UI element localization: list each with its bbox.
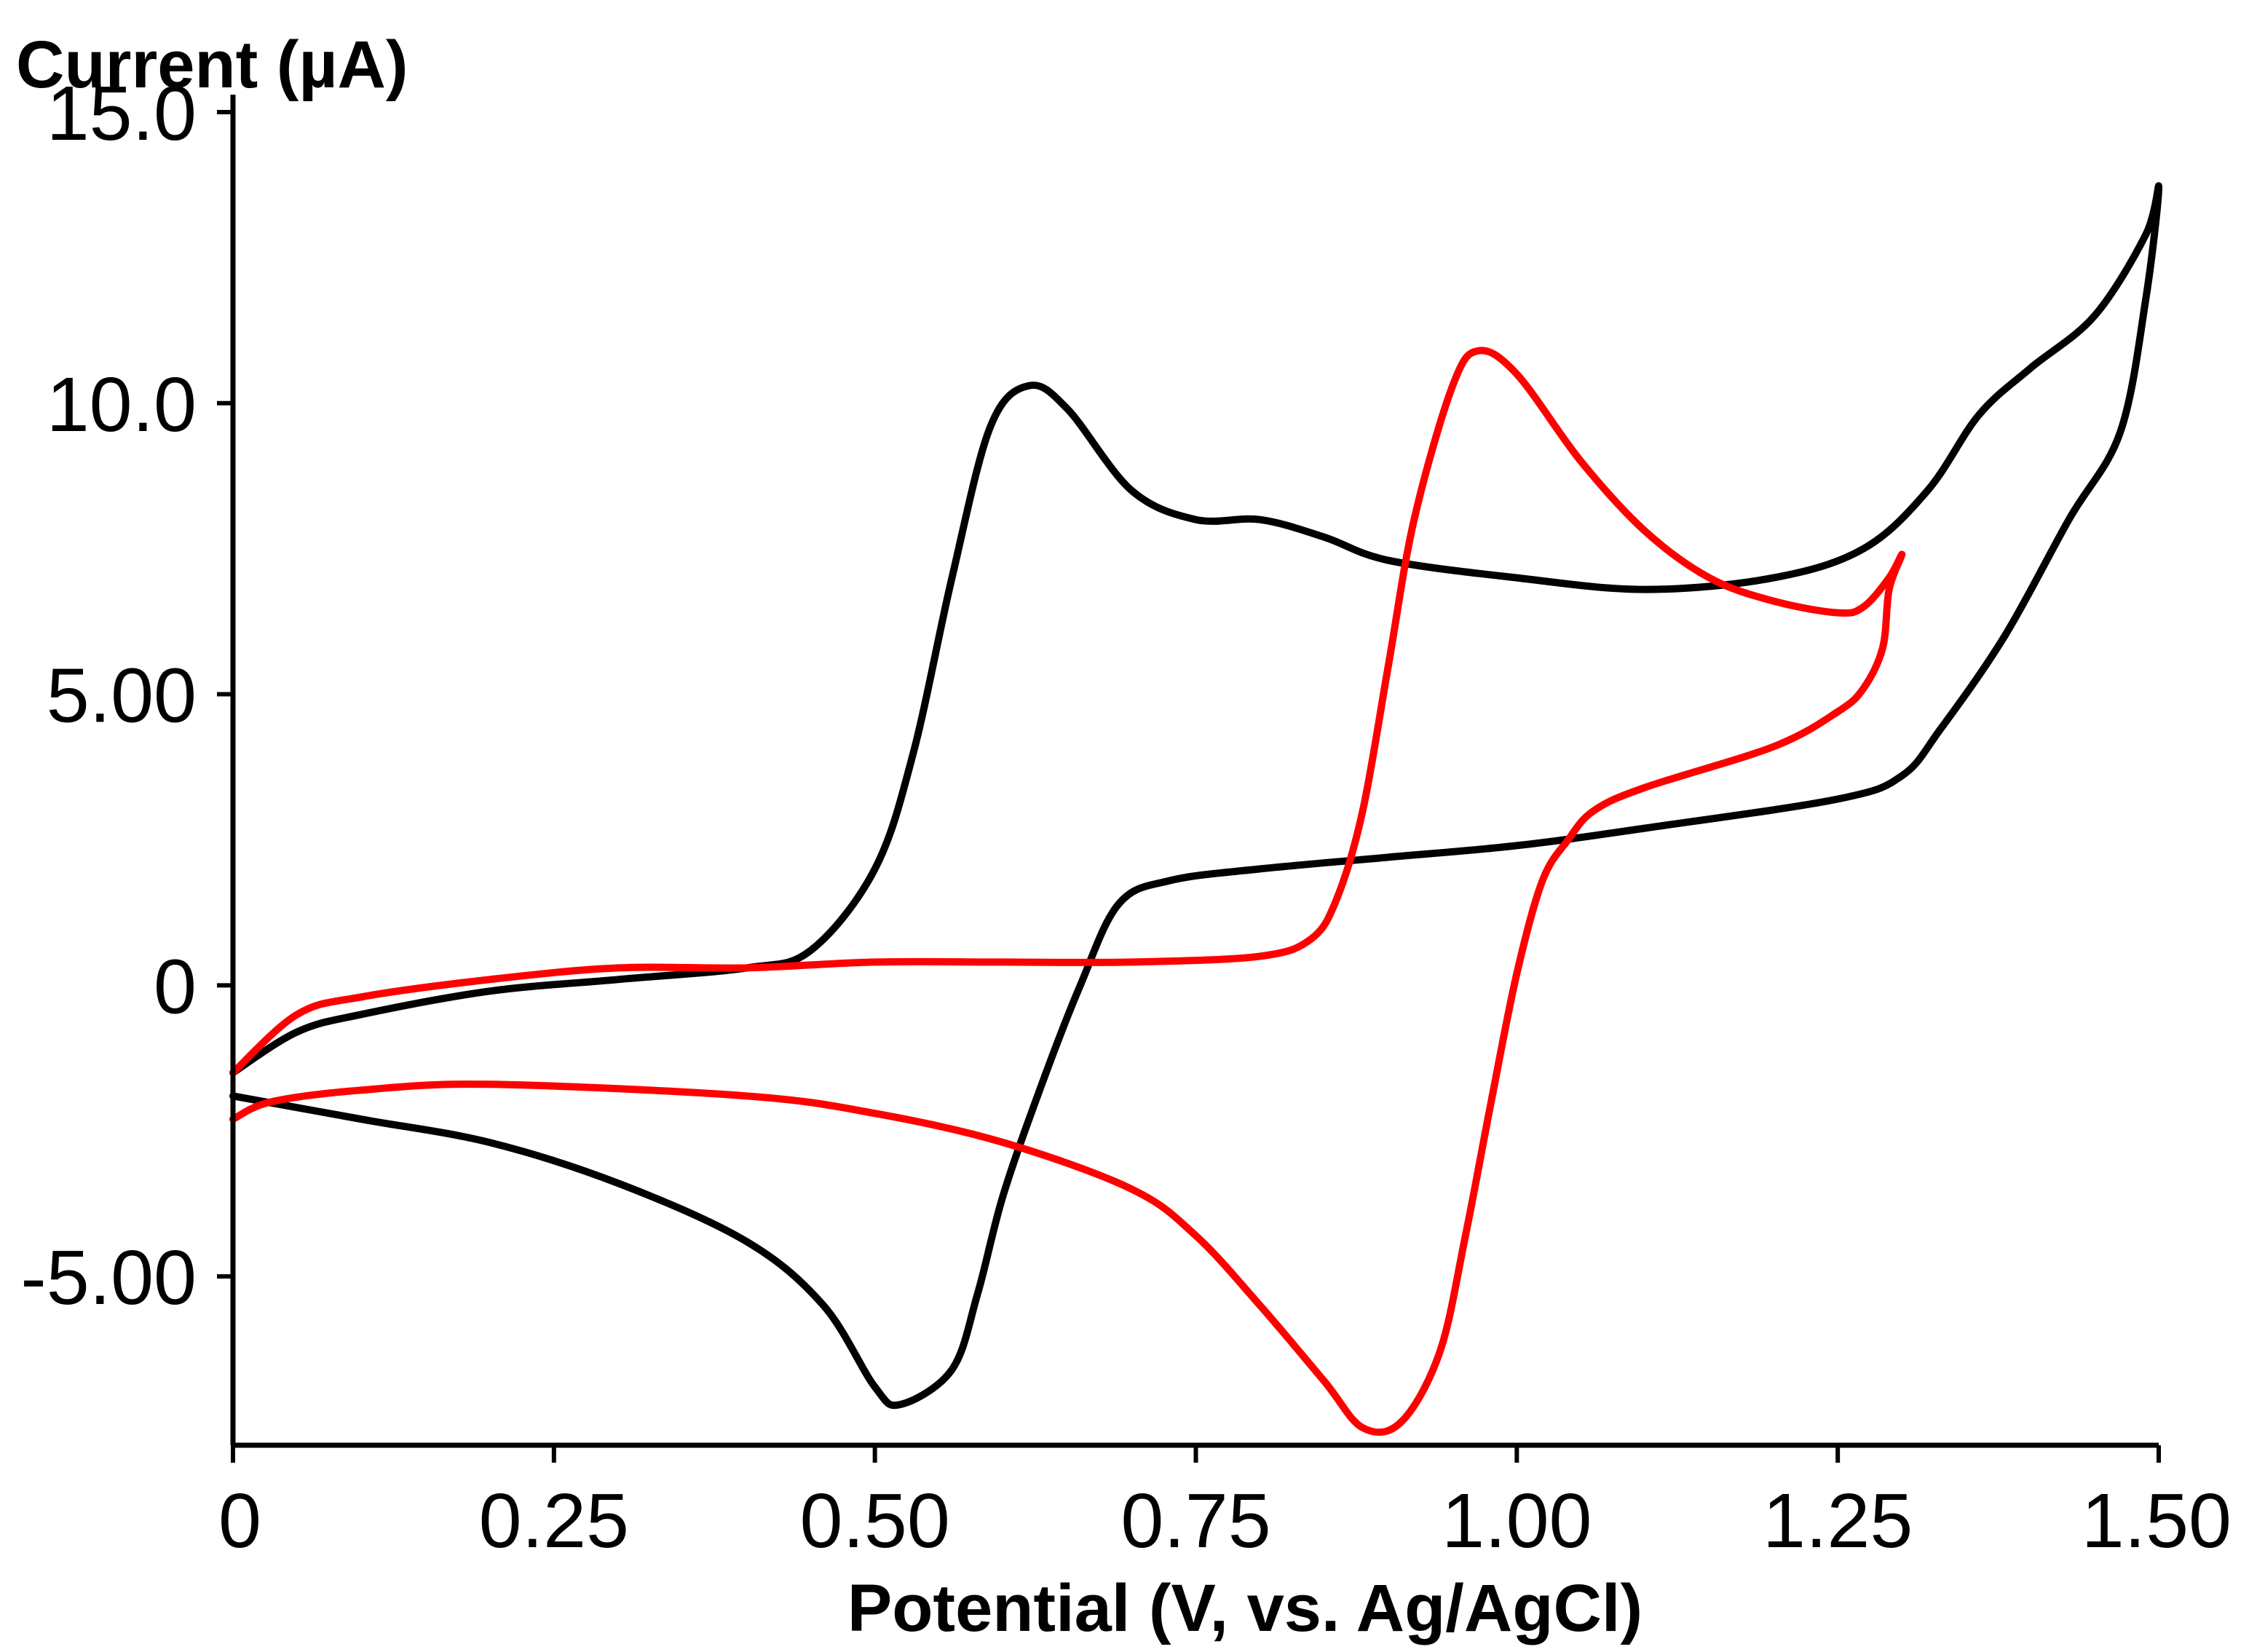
black-trace-line <box>229 182 2162 1410</box>
y-tick-label: 0 <box>154 944 197 1029</box>
x-tick-label: 0.75 <box>1120 1478 1270 1564</box>
x-tick-label: 1.25 <box>1763 1478 1913 1564</box>
y-axis-title: Current (µA) <box>16 28 408 102</box>
x-tick-label: 0.50 <box>800 1478 950 1564</box>
y-tick-label: 5.00 <box>47 653 197 739</box>
x-tick-label: 0.25 <box>479 1478 629 1564</box>
x-tick-label: 0 <box>218 1478 261 1564</box>
x-tick-label: 1.00 <box>1442 1478 1592 1564</box>
x-axis-title: Potential (V, vs. Ag/AgCl) <box>847 1571 1643 1645</box>
y-tick-label: 10.0 <box>47 362 197 448</box>
x-tick-label: 1.50 <box>2082 1478 2232 1564</box>
y-tick-label: -5.00 <box>20 1235 197 1321</box>
axes-layer <box>230 95 2159 1448</box>
y-tick-label: 15.0 <box>47 71 197 157</box>
series-layer <box>229 182 2162 1436</box>
ticks-layer: -5.00 0 5.00 10.0 15.0 0 0.25 0.50 0.75 1.00 1.25 1… <box>20 71 2232 1564</box>
red-trace-line <box>229 347 1906 1436</box>
